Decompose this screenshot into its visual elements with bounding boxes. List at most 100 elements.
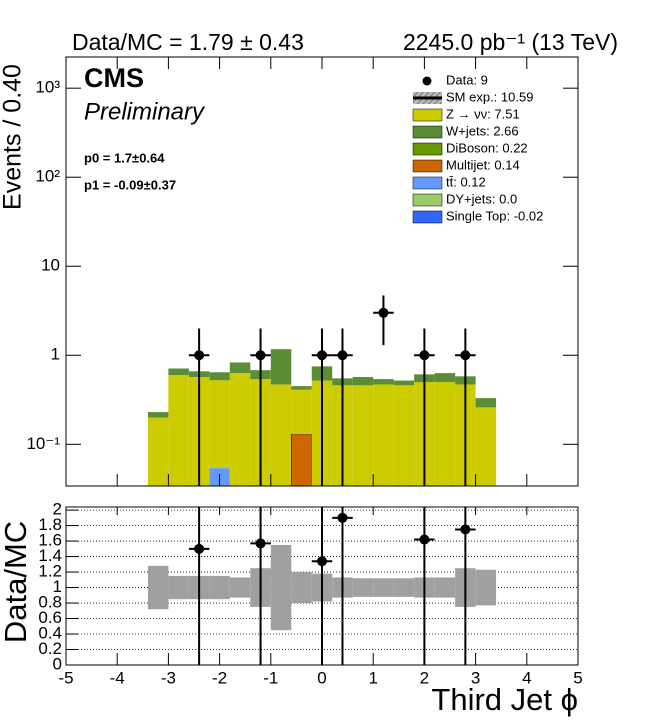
- y-tick-label: 1: [51, 345, 60, 364]
- ratio-band: [373, 578, 394, 597]
- x-tick-label: 5: [573, 668, 582, 687]
- ratio-band: [291, 572, 312, 604]
- experiment-label: CMS: [84, 63, 144, 93]
- stack-bar: [209, 380, 230, 469]
- stack-bar: [434, 373, 456, 383]
- ratio-band: [352, 578, 374, 597]
- status-label: Preliminary: [84, 98, 206, 125]
- data-point: [378, 307, 389, 318]
- x-axis-label: Third Jet ϕ: [431, 682, 578, 717]
- ratio-point: [337, 512, 348, 523]
- legend-label: Multijet: 0.14: [446, 157, 520, 172]
- x-tick-label: 1: [368, 668, 377, 687]
- x-tick-label: -1: [263, 668, 278, 687]
- stack-bar: [229, 373, 251, 486]
- ratio-point: [419, 534, 430, 545]
- ratio-point: [317, 556, 327, 567]
- legend-label: W+jets: 2.66: [446, 123, 519, 138]
- fit-param: p1 = -0.09±0.37: [84, 177, 176, 192]
- ratio-point: [460, 524, 471, 535]
- y-tick-label: 1.6: [38, 531, 62, 550]
- y-tick-label: 10⁻¹: [26, 434, 60, 453]
- legend-label: DY+jets: 0.0: [446, 191, 517, 206]
- y-tick-label: 2: [53, 500, 62, 519]
- legend-label: tt̄: 0.12: [446, 174, 486, 189]
- stack-bar: [168, 375, 189, 486]
- ratio-band: [475, 569, 497, 606]
- y-tick-label: 10³: [35, 78, 60, 97]
- y-tick-label: 1.2: [38, 562, 62, 581]
- lumi-label: 2245.0 pb⁻¹ (13 TeV): [403, 29, 618, 55]
- y-tick-label: 1: [53, 577, 62, 596]
- data-point: [255, 350, 266, 361]
- ratio-frame: [65, 506, 579, 666]
- x-tick-label: 2: [420, 668, 429, 687]
- y-tick-label: 0.8: [38, 593, 62, 612]
- x-tick-label: -5: [58, 668, 73, 687]
- legend-swatch: [412, 176, 443, 190]
- legend-label: Single Top: -0.02: [446, 208, 543, 223]
- stack-bar: [147, 417, 169, 486]
- stack-bar: [291, 386, 312, 390]
- stack-bar: [393, 385, 415, 486]
- x-tick-label: -4: [110, 668, 125, 687]
- stack-bar: [270, 384, 292, 486]
- stack-bar: [291, 433, 313, 486]
- stack-bar: [373, 384, 394, 486]
- legend-swatch: [412, 142, 443, 156]
- ratio-band: [270, 544, 292, 631]
- legend-label: DiBoson: 0.22: [446, 140, 528, 155]
- ratio-plot: [66, 507, 578, 665]
- legend-swatch: [412, 210, 443, 224]
- stack-bar: [291, 389, 312, 435]
- stack-bar: [209, 372, 230, 381]
- fit-param: p0 = 1.7±0.64: [84, 150, 165, 165]
- x-tick-label: -3: [161, 668, 176, 687]
- y-tick-label: 0.4: [38, 624, 62, 643]
- y-tick-label: 10: [41, 256, 60, 275]
- ratio-point: [194, 543, 205, 554]
- main-plot: [147, 295, 497, 486]
- stack-bar: [475, 407, 497, 486]
- data-point: [194, 350, 205, 361]
- y-tick-label: 1.8: [38, 515, 62, 534]
- stack-bar: [270, 349, 292, 385]
- stack-bar: [168, 368, 189, 376]
- legend-label: Z → νν: 7.51: [446, 106, 520, 121]
- legend-swatch: [412, 125, 443, 139]
- x-tick-label: 4: [522, 668, 531, 687]
- stack-bar: [229, 362, 251, 374]
- stack-bar: [475, 398, 497, 408]
- ratio-band: [209, 575, 230, 600]
- chart-title: Data/MC = 1.79 ± 0.43: [72, 29, 304, 55]
- stack-bar: [393, 380, 415, 386]
- x-tick-label: -2: [212, 668, 227, 687]
- stack-bar: [352, 376, 374, 386]
- y-tick-label: 10²: [35, 167, 60, 186]
- legend-swatch: [412, 159, 443, 173]
- data-point: [317, 350, 327, 361]
- ratio-band: [229, 577, 251, 598]
- legend-swatch: [412, 108, 443, 122]
- y-tick-label: 0: [53, 654, 62, 673]
- ratio-point: [255, 538, 266, 549]
- stack-bar: [352, 385, 374, 486]
- y-tick-label: 0.6: [38, 608, 62, 627]
- legend-marker: [422, 76, 432, 86]
- x-tick-label: 0: [317, 668, 326, 687]
- x-tick-label: 3: [471, 668, 480, 687]
- data-point: [419, 350, 430, 361]
- data-point: [337, 350, 348, 361]
- legend-swatch: [412, 193, 443, 207]
- frame: [65, 56, 579, 487]
- ratio-band: [434, 577, 456, 598]
- ratio-band: [168, 575, 189, 600]
- ratio-band: [393, 578, 415, 597]
- ratio-band: [147, 565, 169, 610]
- y-tick-label: 1.4: [38, 546, 62, 565]
- stack-bar: [373, 379, 394, 385]
- ratio-y-axis-label: Data/MC: [0, 521, 33, 643]
- stack-bar: [434, 382, 456, 486]
- data-point: [460, 350, 471, 361]
